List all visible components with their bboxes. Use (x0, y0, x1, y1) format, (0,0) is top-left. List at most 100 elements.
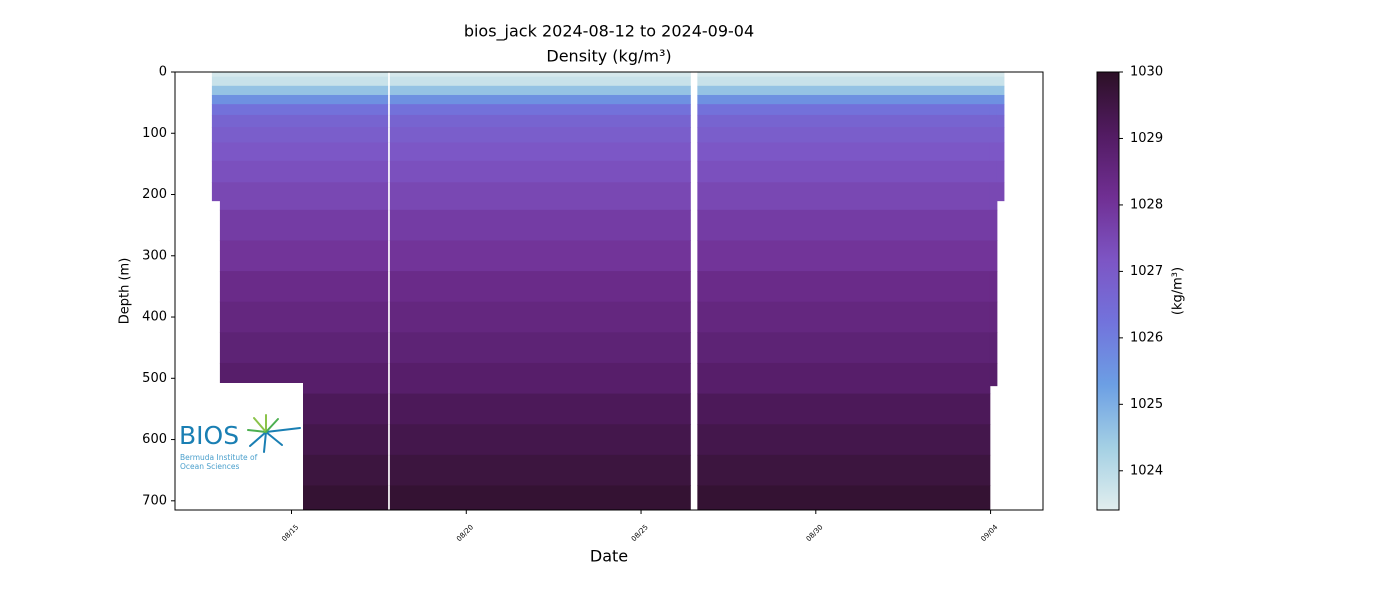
density-cell (219, 85, 389, 96)
density-cell (389, 240, 691, 272)
density-cell (697, 301, 991, 333)
density-cell (219, 301, 389, 333)
density-cell (697, 127, 991, 143)
density-cell (219, 142, 389, 162)
density-cell (389, 76, 691, 87)
density-cell (996, 76, 1005, 87)
y-tick-label: 100 (142, 126, 167, 141)
y-tick-label: 400 (142, 310, 167, 325)
y-tick-label: 500 (142, 371, 167, 386)
density-cell (389, 271, 691, 303)
density-cell (989, 114, 998, 128)
density-cell (989, 301, 998, 333)
density-cell (989, 332, 998, 364)
density-cell (389, 94, 691, 105)
y-tick-label: 0 (159, 65, 167, 80)
chart-title: bios_jack 2024-08-12 to 2024-09-04 (464, 22, 754, 42)
density-cell (389, 85, 691, 96)
density-cell (989, 76, 998, 87)
density-cell (697, 485, 991, 511)
density-cell (219, 332, 389, 364)
density-cell (989, 72, 998, 78)
density-cell (219, 114, 389, 128)
axes-frame (174, 71, 1044, 511)
colorbar-tick-label: 1025 (1130, 397, 1163, 412)
density-cell (697, 454, 991, 486)
density-cell (219, 72, 389, 78)
density-cell (211, 85, 221, 96)
density-cell (389, 454, 691, 486)
density-cell (996, 182, 1005, 202)
density-cell (996, 160, 1005, 183)
density-cell (697, 182, 991, 211)
colorbar-tick-label: 1030 (1130, 65, 1163, 80)
density-cell (389, 114, 691, 128)
y-axis-label: Depth (m) (118, 258, 133, 325)
density-cell (989, 142, 998, 162)
density-cell (389, 127, 691, 143)
density-cell (219, 271, 389, 303)
density-cell (996, 94, 1005, 105)
density-cell (697, 76, 991, 87)
density-cell (697, 85, 991, 96)
density-cell (697, 271, 991, 303)
density-cell (697, 160, 991, 183)
density-cell (996, 114, 1005, 128)
density-cell (211, 72, 221, 78)
density-cell (389, 362, 691, 395)
density-cell (989, 240, 998, 272)
density-cell (697, 72, 991, 78)
density-cell (389, 160, 691, 183)
density-cell (219, 182, 389, 211)
colorbar-tick-label: 1024 (1130, 463, 1163, 478)
logo: BIOS Bermuda Institute of Ocean Sciences (175, 383, 303, 510)
density-cell (389, 209, 691, 241)
density-cell (697, 393, 991, 425)
density-cell (697, 424, 991, 456)
density-cell (996, 85, 1005, 96)
y-tick-label: 200 (142, 187, 167, 202)
density-cell (389, 72, 691, 78)
logo-line: Ocean Sciences (180, 462, 239, 471)
colorbar-tick-label: 1027 (1130, 264, 1163, 279)
density-cell (697, 332, 991, 364)
density-cell (219, 240, 389, 272)
density-cell (989, 127, 998, 143)
density-cell (697, 209, 991, 241)
density-cell (989, 271, 998, 303)
colorbar-tick-label: 1028 (1130, 197, 1163, 212)
density-cell (996, 142, 1005, 162)
density-cell (389, 332, 691, 364)
density-cell (989, 85, 998, 96)
density-cell (989, 209, 998, 241)
density-cell (697, 142, 991, 162)
density-cell (389, 393, 691, 425)
density-cell (389, 104, 691, 116)
density-cell (989, 182, 998, 211)
density-cell (219, 209, 389, 241)
x-axis-label: Date (590, 547, 628, 566)
y-tick-label: 600 (142, 432, 167, 447)
plot-area (211, 72, 1005, 511)
density-cell (219, 160, 389, 183)
y-tick-label: 300 (142, 248, 167, 263)
density-cell (389, 424, 691, 456)
colorbar-label: (kg/m³) (1171, 267, 1186, 315)
density-cell (989, 160, 998, 183)
logo-line: Bermuda Institute of (180, 453, 258, 462)
density-cell (211, 182, 221, 202)
density-cell (697, 240, 991, 272)
density-cell (989, 104, 998, 116)
logo-name: BIOS (179, 421, 239, 450)
density-cell (219, 127, 389, 143)
density-cell (211, 114, 221, 128)
density-cell (996, 127, 1005, 143)
density-cell (996, 104, 1005, 116)
colorbar-tick-label: 1026 (1130, 330, 1163, 345)
density-cell (389, 182, 691, 211)
density-cell (219, 76, 389, 87)
density-cell (389, 301, 691, 333)
y-tick-label: 700 (142, 493, 167, 508)
density-cell (989, 94, 998, 105)
